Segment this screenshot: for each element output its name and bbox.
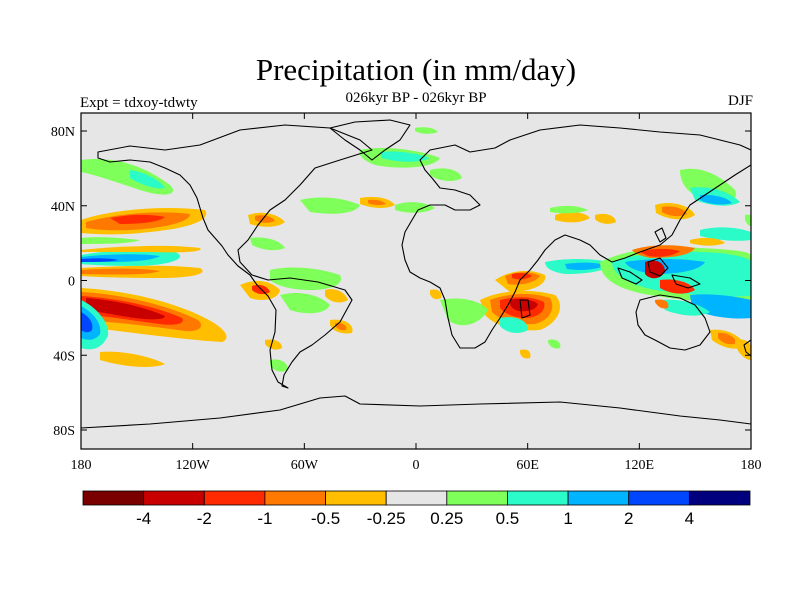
anomaly-region: [700, 227, 751, 241]
coastline-afro-eurasia: [401, 124, 751, 349]
coastline-greenland: [329, 119, 411, 161]
lon-tick-label: 60W: [291, 458, 319, 473]
anomaly-region: [550, 205, 588, 214]
anomaly-region: [81, 237, 140, 244]
anomaly-region: [430, 289, 442, 300]
lon-tick-label: 180: [71, 458, 92, 473]
anomaly-region: [255, 215, 275, 223]
anomaly-region: [640, 248, 680, 257]
anomaly-region: [718, 332, 737, 345]
lon-tick-label: 180: [741, 458, 762, 473]
plot-subtitle: 026kyr BP - 026kyr BP: [345, 90, 487, 106]
anomaly-region: [86, 298, 165, 320]
anomaly-region: [660, 299, 710, 316]
colorbar-label: 4: [685, 509, 694, 528]
anomaly-region: [265, 339, 282, 350]
anomaly-region: [368, 199, 386, 206]
anomaly-region: [280, 293, 330, 314]
anomaly-region: [335, 322, 347, 331]
anomaly-region: [100, 351, 165, 367]
anomaly-region: [325, 289, 348, 303]
colorbar: [82, 490, 751, 506]
anomaly-region: [81, 312, 93, 333]
lat-tick-label: 0: [68, 275, 75, 290]
colorbar-swatch: [507, 490, 569, 506]
lat-tick-label: 40S: [53, 349, 75, 364]
colorbar-swatch: [385, 490, 448, 506]
anomaly-region: [555, 212, 590, 223]
lon-tick-label: 120W: [176, 458, 211, 473]
lon-tick-label: 0: [413, 458, 420, 473]
colorbar-swatch: [264, 490, 326, 506]
anomaly-region: [662, 206, 687, 217]
anomaly-region: [548, 339, 561, 349]
anomaly-region: [110, 214, 165, 224]
colorbar-swatch: [628, 490, 690, 506]
lat-tick-label: 80S: [53, 424, 75, 439]
coastline-antarctica: [81, 395, 751, 429]
colorbar-swatch: [82, 490, 145, 506]
anomaly-region: [660, 279, 695, 294]
lon-tick-label: 120E: [625, 458, 655, 473]
anomaly-region: [700, 194, 732, 205]
colorbar-label: 0.5: [496, 509, 520, 528]
anomaly-region: [270, 359, 288, 372]
colorbar-label: -2: [197, 509, 212, 528]
colorbar-label: -0.25: [367, 509, 406, 528]
anomaly-region: [270, 267, 341, 290]
lat-tick-label: 80N: [51, 125, 75, 140]
colorbar-label: 2: [624, 509, 633, 528]
colorbar-label: -0.5: [311, 509, 340, 528]
anomaly-region: [250, 237, 285, 251]
colorbar-labels: -4 -2 -1 -0.5 -0.25 0.25 0.5 1 2 4: [136, 509, 694, 528]
anomaly-region: [81, 245, 201, 253]
coastline-maritime-islands: [519, 227, 751, 357]
season-label: DJF: [727, 93, 753, 109]
precipitation-anomaly-field: [81, 127, 751, 372]
colorbar-swatch: [143, 490, 205, 506]
anomaly-region: [81, 268, 160, 275]
anomaly-region: [395, 202, 435, 213]
anomaly-region: [645, 260, 665, 279]
plot-title: Precipitation (in mm/day): [255, 52, 577, 87]
coastline-australia: [635, 294, 711, 351]
coastline-americas: [97, 124, 373, 389]
anomaly-region: [430, 168, 462, 182]
latitude-ticks: 80N 40N 0 40S 80S: [51, 125, 751, 439]
colorbar-swatch: [325, 490, 387, 506]
anomaly-region: [520, 349, 531, 359]
anomaly-region: [690, 237, 725, 246]
anomaly-region: [440, 298, 488, 326]
anomaly-region: [380, 151, 430, 162]
anomaly-region: [130, 170, 165, 189]
anomaly-region: [745, 214, 751, 226]
colorbar-label: 1: [563, 509, 572, 528]
anomaly-region: [565, 262, 605, 270]
anomaly-region: [512, 272, 532, 280]
colorbar-swatch: [203, 490, 266, 506]
colorbar-swatch: [567, 490, 630, 506]
anomaly-region: [500, 317, 528, 333]
lon-tick-label: 60E: [516, 458, 539, 473]
anomaly-region: [655, 299, 669, 309]
colorbar-label: 0.25: [430, 509, 463, 528]
coastlines: [81, 119, 751, 429]
lat-tick-label: 40N: [51, 200, 75, 215]
experiment-label: Expt = tdxoy-tdwty: [80, 95, 198, 111]
anomaly-region: [415, 127, 438, 134]
colorbar-label: -1: [257, 509, 272, 528]
anomaly-region: [595, 213, 616, 224]
longitude-ticks: 180 120W 60W 0 60E 120E 180: [71, 113, 762, 473]
colorbar-swatch: [688, 490, 751, 506]
anomaly-region: [300, 197, 360, 214]
anomaly-region: [509, 299, 538, 312]
colorbar-swatch: [446, 490, 508, 506]
colorbar-label: -4: [136, 509, 151, 528]
anomaly-region: [81, 258, 118, 262]
